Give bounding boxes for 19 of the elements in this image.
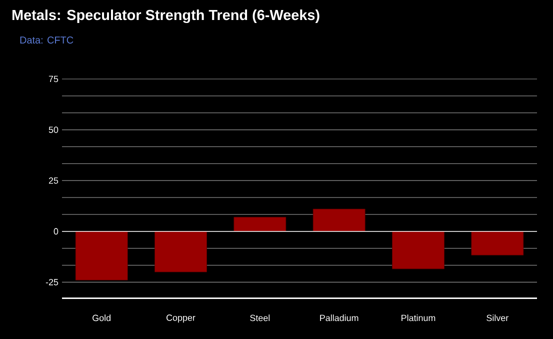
bar: [392, 231, 444, 270]
x-tick-label: Copper: [166, 314, 196, 323]
y-tick-label: 25: [48, 177, 58, 184]
bar: [75, 231, 128, 280]
bar: [234, 216, 286, 232]
bar: [312, 208, 366, 232]
y-tick-label: 75: [48, 76, 58, 82]
bar: [471, 231, 524, 256]
chart-title: Metals: Speculator Strength Trend (6-Weeks): [12, 10, 320, 24]
y-tick-label: 0: [54, 228, 58, 235]
bar: [154, 231, 207, 272]
x-tick-label: Silver: [486, 314, 508, 322]
chart-subtitle: Data: CFTC: [20, 36, 74, 44]
x-tick-label: Gold: [92, 314, 110, 322]
x-tick-label: Palladium: [320, 314, 358, 322]
x-tick-label: Steel: [250, 314, 270, 322]
y-tick-label: -25: [46, 278, 58, 286]
x-tick-label: Platinum: [402, 314, 436, 322]
y-tick-label: 50: [48, 126, 58, 133]
